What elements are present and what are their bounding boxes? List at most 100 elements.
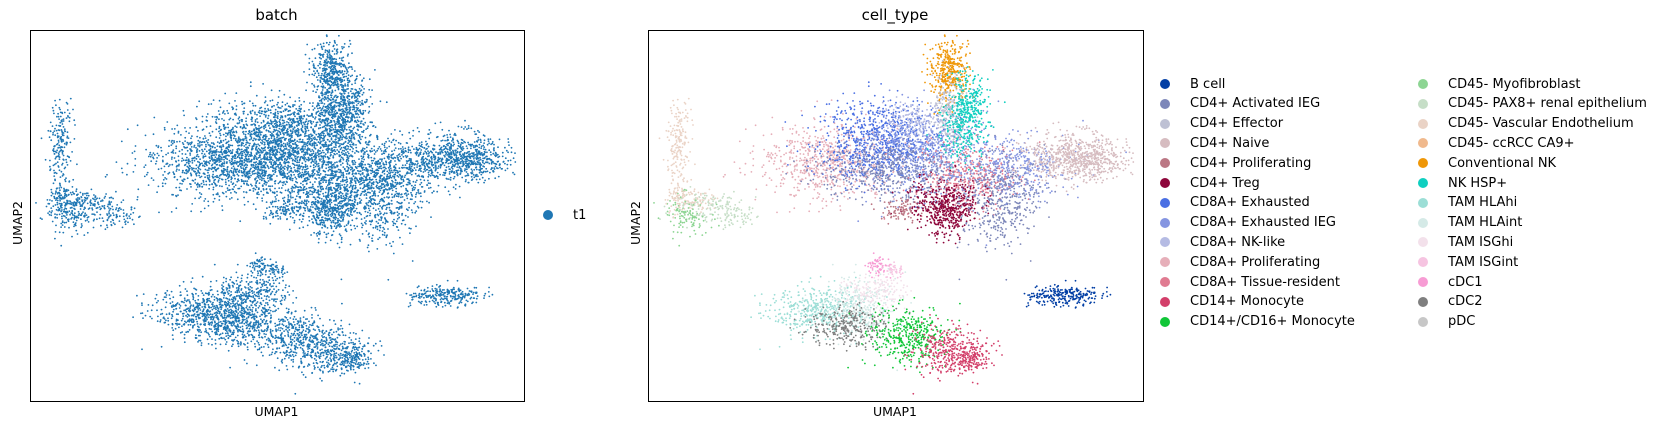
scatter-point (167, 152, 170, 154)
scatter-point (227, 179, 230, 182)
scatter-point (262, 194, 265, 196)
scatter-point (327, 188, 330, 190)
scatter-point (380, 219, 382, 222)
scatter-point (399, 202, 401, 205)
scatter-point (259, 156, 261, 159)
scatter-point (263, 157, 266, 160)
scatter-point (298, 161, 300, 164)
scatter-point (448, 193, 451, 196)
scatter-point (322, 204, 325, 207)
scatter-point (396, 174, 399, 177)
scatter-point (80, 214, 83, 217)
scatter-point (304, 209, 307, 212)
scatter-point (387, 228, 389, 230)
scatter-point (304, 173, 307, 176)
scatter-point (91, 208, 94, 211)
scatter-point (244, 168, 247, 171)
scatter-point (250, 137, 253, 140)
scatter-point (293, 183, 296, 186)
scatter-point (374, 199, 376, 202)
scatter-point (121, 226, 124, 229)
scatter-point (393, 149, 396, 152)
scatter-point (70, 218, 72, 220)
scatter-point (402, 179, 405, 182)
scatter-point (343, 150, 346, 152)
scatter-point (292, 153, 294, 156)
scatter-point (250, 174, 252, 177)
scatter-point (223, 152, 226, 154)
scatter-point (188, 169, 190, 172)
scatter-point (347, 222, 350, 225)
scatter-point (204, 155, 207, 158)
scatter-point (270, 111, 272, 114)
scatter-point (258, 136, 261, 139)
scatter-point (276, 124, 279, 127)
scatter-point (417, 189, 420, 191)
scatter-point (232, 174, 235, 177)
scatter-point (363, 147, 366, 150)
scatter-point (245, 130, 247, 133)
scatter-point (179, 175, 182, 178)
scatter-point (59, 108, 61, 111)
scatter-point (380, 216, 383, 219)
scatter-point (261, 197, 263, 200)
scatter-point (302, 226, 305, 229)
scatter-point (201, 162, 203, 165)
scatter-point (196, 105, 198, 108)
scatter-point (273, 163, 275, 166)
scatter-point (82, 202, 84, 205)
scatter-point (199, 136, 201, 139)
scatter-point (348, 126, 350, 129)
scatter-point (228, 102, 231, 105)
scatter-point (196, 150, 198, 153)
scatter-point (323, 139, 326, 142)
scatter-point (383, 234, 386, 237)
scatter-point (233, 167, 236, 170)
scatter-point (340, 236, 343, 239)
scatter-point (380, 212, 382, 215)
scatter-point (397, 176, 400, 178)
scatter-point (272, 131, 275, 133)
scatter-point (87, 194, 90, 197)
scatter-point (338, 223, 341, 225)
scatter-point (62, 126, 65, 128)
scatter-point (260, 179, 263, 182)
scatter-point (192, 167, 194, 170)
scatter-point (204, 198, 207, 200)
scatter-point (246, 172, 249, 175)
scatter-point (61, 164, 63, 166)
scatter-point (365, 220, 367, 222)
scatter-point (235, 163, 238, 165)
scatter-point (416, 205, 419, 208)
scatter-point (71, 191, 74, 194)
scatter-point (298, 206, 301, 209)
scatter-point (408, 165, 411, 168)
scatter-point (268, 130, 270, 133)
scatter-point (351, 202, 353, 205)
scatter-point (367, 207, 370, 210)
scatter-point (198, 167, 200, 170)
scatter-point (364, 210, 367, 213)
scatter-point (390, 133, 393, 135)
scatter-point (324, 209, 327, 212)
scatter-point (192, 170, 195, 172)
scatter-point (253, 187, 255, 190)
scatter-point (56, 197, 59, 199)
scatter-point (340, 225, 342, 228)
scatter-point (220, 156, 223, 159)
scatter-point (240, 157, 243, 160)
scatter-point (60, 139, 63, 142)
scatter-point (271, 213, 274, 216)
scatter-point (157, 168, 160, 171)
scatter-point (398, 206, 400, 209)
scatter-point (353, 198, 356, 201)
scatter-point (302, 201, 305, 204)
scatter-point (391, 220, 394, 223)
scatter-point (293, 173, 295, 176)
scatter-point (414, 201, 417, 203)
scatter-point (370, 198, 372, 201)
scatter-point (329, 151, 332, 154)
scatter-point (68, 120, 71, 123)
scatter-point (311, 142, 314, 145)
scatter-point (175, 194, 177, 197)
